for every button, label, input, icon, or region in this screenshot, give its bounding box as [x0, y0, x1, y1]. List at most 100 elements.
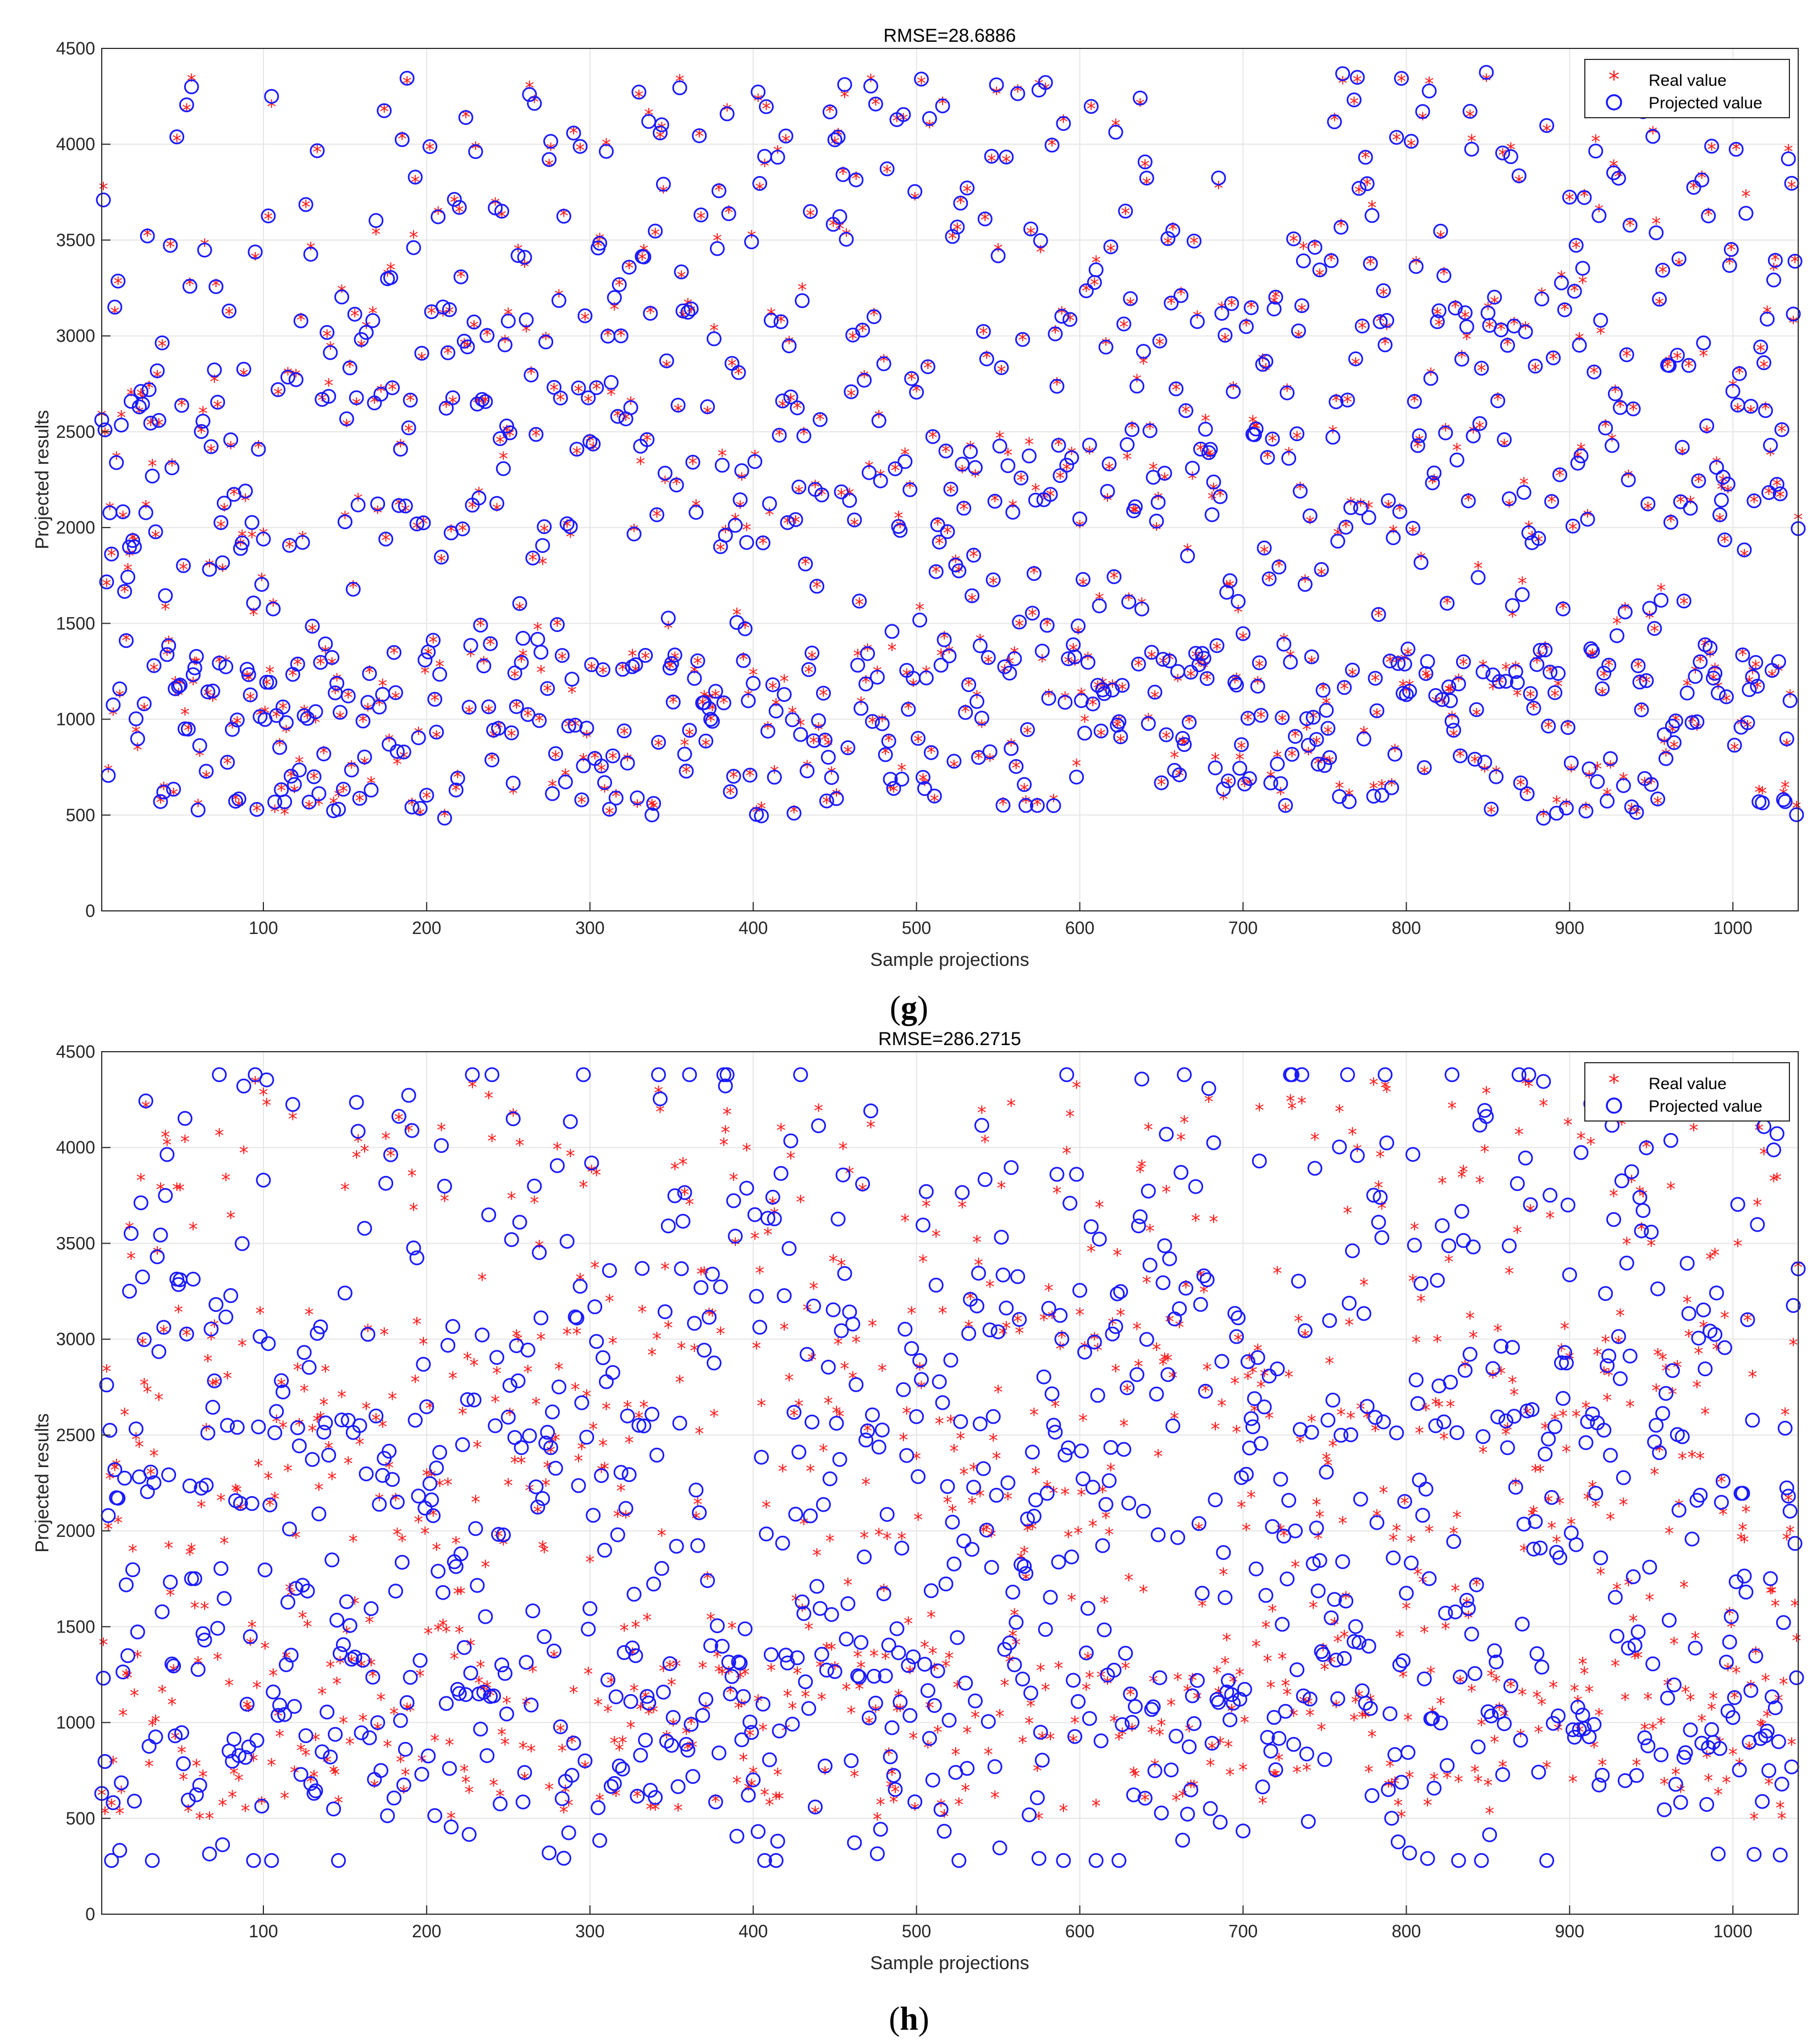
projected-value-point [1500, 338, 1515, 353]
projected-value-point [1652, 1445, 1667, 1460]
real-value-point: * [1431, 1394, 1440, 1416]
y-tick-label: 1500 [56, 1617, 95, 1636]
projected-value-point [1345, 662, 1360, 678]
projected-value-point [398, 498, 413, 514]
projected-value-point [876, 356, 891, 371]
projected-value-point [608, 1689, 624, 1705]
projected-value-point [1621, 472, 1636, 487]
real-value-point: * [1325, 752, 1334, 774]
projected-value-point [1144, 1702, 1159, 1717]
real-value-point: * [1692, 1377, 1701, 1399]
projected-value-point [1396, 1653, 1411, 1668]
projected-value-point [911, 730, 926, 746]
projected-value-point [360, 1327, 376, 1342]
projected-value-point [665, 1710, 681, 1725]
real-value-point: * [326, 1657, 335, 1679]
real-value-point: * [187, 1540, 196, 1562]
real-value-point: * [1591, 1496, 1600, 1518]
real-value-point: * [1323, 722, 1332, 744]
real-value-point: * [1671, 1764, 1681, 1786]
projected-value-point [972, 638, 988, 653]
projected-value-point [822, 104, 838, 119]
real-value-point: * [484, 1087, 493, 1109]
real-value-point: * [1560, 1318, 1569, 1340]
projected-value-point [448, 1559, 464, 1574]
real-value-point: * [517, 1453, 526, 1475]
real-value-point: * [494, 1526, 503, 1548]
projected-value-point [111, 273, 126, 289]
projected-value-point [1446, 1534, 1461, 1549]
projected-value-point [566, 1735, 581, 1751]
real-value-point: * [889, 1792, 899, 1814]
projected-value-point [1523, 1197, 1538, 1212]
x-tick-label: 900 [1555, 1921, 1584, 1941]
projected-value-point [1508, 1480, 1523, 1495]
real-value-point: * [651, 1799, 660, 1821]
projected-value-point [708, 1794, 723, 1810]
real-value-point: * [969, 546, 978, 568]
projected-value-point [1270, 1361, 1285, 1377]
projected-value-point [1611, 1329, 1626, 1344]
projected-value-point [914, 72, 929, 87]
real-value-point: * [1203, 669, 1212, 691]
projected-value-point [1090, 1388, 1105, 1403]
projected-value-point [1782, 1503, 1798, 1519]
projected-value-point [117, 1470, 133, 1486]
real-value-point: * [1217, 1395, 1226, 1417]
real-value-point: * [1124, 589, 1133, 611]
real-value-point: * [317, 1684, 327, 1706]
projected-value-point [1175, 730, 1191, 746]
projected-value-point [992, 1840, 1007, 1855]
projected-value-point [1324, 253, 1339, 268]
projected-value-point [1645, 1656, 1661, 1672]
projected-value-point [561, 718, 576, 734]
projected-value-point [406, 240, 421, 255]
projected-value-point [1398, 1586, 1414, 1601]
real-value-point: * [267, 1755, 276, 1777]
projected-value-point [192, 1778, 207, 1793]
real-value-point: * [972, 1232, 982, 1254]
real-value-point: * [512, 1326, 521, 1348]
projected-value-point [1139, 1332, 1154, 1347]
real-value-point: * [905, 477, 914, 499]
projected-value-point [651, 1067, 666, 1083]
real-value-point: * [1751, 1643, 1760, 1665]
projected-value-point [1562, 1267, 1577, 1283]
projected-value-point [1415, 1508, 1430, 1523]
real-value-point: * [1034, 1808, 1044, 1830]
real-value-point: * [989, 1430, 998, 1452]
projected-value-point [1361, 1639, 1376, 1654]
real-value-point: * [389, 1704, 399, 1726]
real-value-point: * [1459, 1161, 1468, 1183]
real-value-point: * [107, 1795, 116, 1817]
real-value-point: * [846, 386, 856, 408]
real-value-point: * [1606, 757, 1615, 779]
real-value-point: * [1374, 606, 1383, 628]
projected-value-point [164, 1656, 180, 1672]
projected-value-point [1364, 208, 1380, 223]
projected-value-point [1482, 1827, 1497, 1843]
real-value-point: * [1152, 1339, 1161, 1361]
projected-value-point [564, 1768, 580, 1783]
projected-value-point [638, 648, 653, 663]
projected-value-point [827, 132, 842, 147]
real-value-point: * [995, 1706, 1005, 1728]
projected-value-point [918, 1184, 934, 1199]
real-value-point: * [984, 1744, 993, 1766]
projected-value-point [1248, 1561, 1264, 1576]
projected-value-point [744, 234, 759, 250]
real-value-point: * [1761, 1670, 1770, 1692]
projected-value-point [1578, 1435, 1594, 1450]
real-value-point: * [362, 1398, 371, 1420]
projected-value-point [1691, 473, 1706, 488]
real-value-point: * [1072, 1077, 1081, 1099]
projected-value-point [1650, 1281, 1666, 1296]
projected-value-point [347, 1650, 362, 1664]
projected-value-point [980, 650, 996, 665]
real-value-point: * [1161, 728, 1171, 750]
projected-value-point [189, 1787, 204, 1803]
projected-value-point [1671, 251, 1687, 267]
projected-value-point [1193, 441, 1208, 457]
projected-value-point [422, 139, 438, 154]
real-value-point: * [603, 325, 613, 347]
